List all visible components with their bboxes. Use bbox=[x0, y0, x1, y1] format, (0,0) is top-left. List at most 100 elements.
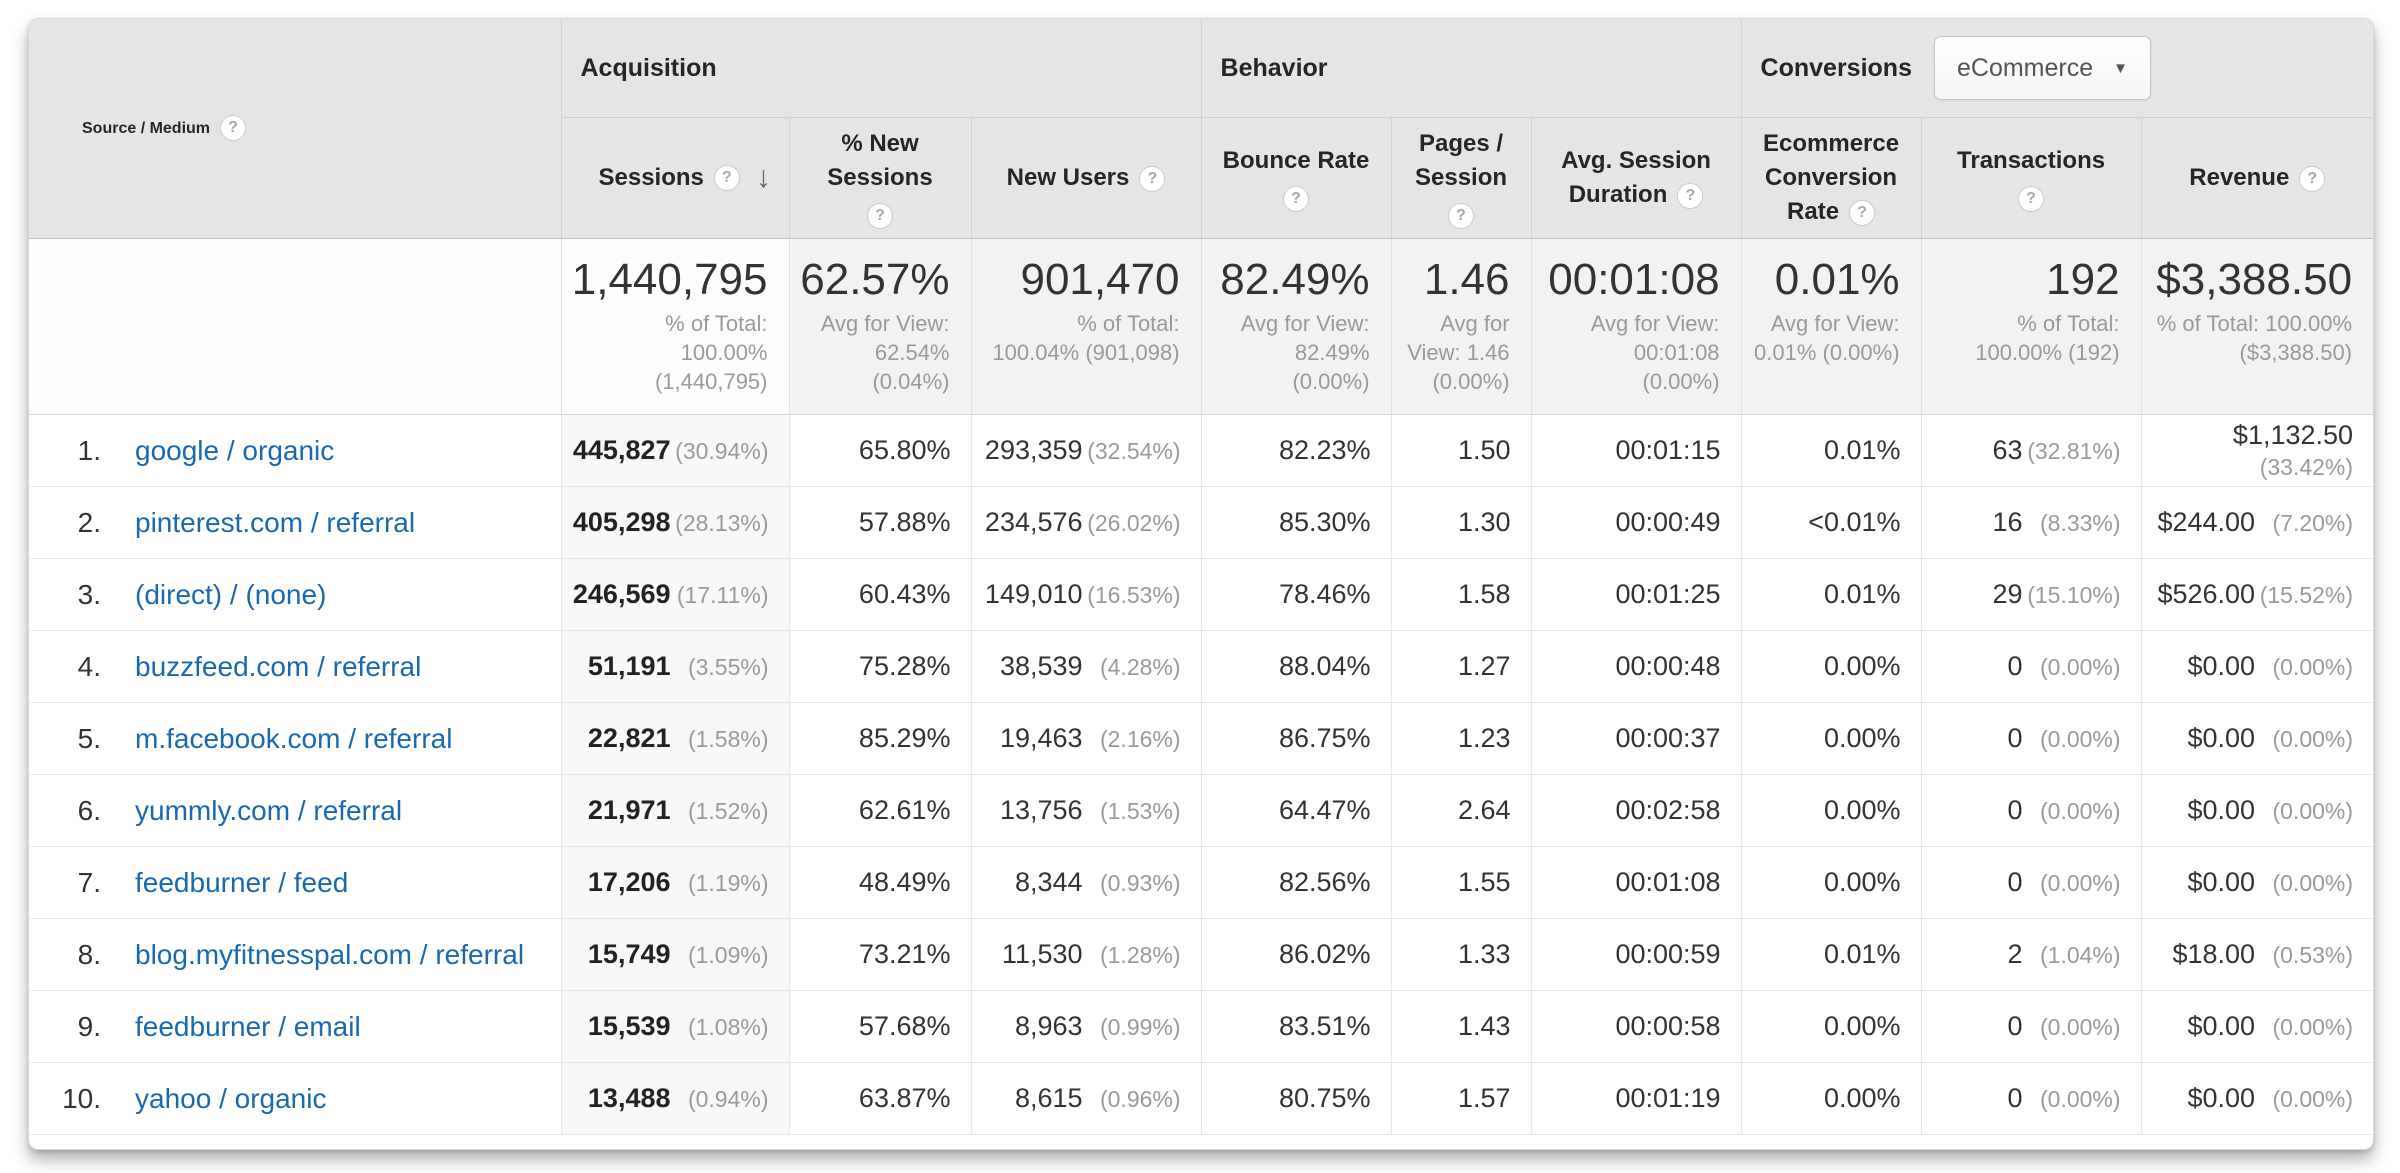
new-users-cell: 8,963 (0.99%) bbox=[971, 990, 1202, 1063]
acquisition-label: Acquisition bbox=[580, 53, 717, 82]
source-medium-link[interactable]: yummly.com / referral bbox=[135, 794, 403, 826]
table-row: 3. (direct) / (none) 246,569 (17.11%) 60.4… bbox=[29, 558, 2373, 631]
source-medium-link[interactable]: m.facebook.com / referral bbox=[135, 722, 453, 754]
row-index: 6. bbox=[77, 794, 101, 826]
bounce-rate-value: 78.46% bbox=[1201, 558, 1392, 631]
col-header-new-users[interactable]: New Users? bbox=[971, 117, 1202, 239]
new-users-cell: 234,576 (26.02%) bbox=[971, 486, 1202, 559]
new-sessions-value: 63.87% bbox=[789, 1062, 972, 1135]
new-sessions-value: 48.49% bbox=[789, 846, 972, 919]
col-header-sessions[interactable]: Sessions? ↓ bbox=[561, 117, 790, 239]
avg-session-duration-value: 00:01:08 bbox=[1531, 846, 1742, 919]
sessions-pct: (28.13%) bbox=[675, 510, 769, 536]
new-users-value: 293,359 bbox=[984, 435, 1083, 465]
revenue-pct: (0.00%) bbox=[2272, 1086, 2354, 1112]
table-row: 2. pinterest.com / referral 405,298 (28.13… bbox=[29, 486, 2373, 559]
pages-session-value: 2.64 bbox=[1391, 774, 1532, 847]
help-icon[interactable]: ? bbox=[1139, 165, 1166, 192]
source-medium-link[interactable]: blog.myfitnesspal.com / referral bbox=[135, 938, 525, 970]
transactions-cell: 63 (32.81%) bbox=[1921, 414, 2142, 487]
new-users-cell: 8,344 (0.93%) bbox=[971, 846, 1202, 919]
sessions-pct: (1.08%) bbox=[687, 1014, 769, 1040]
revenue-pct: (0.53%) bbox=[2272, 942, 2354, 968]
help-icon[interactable]: ? bbox=[1677, 182, 1704, 209]
source-medium-link[interactable]: google / organic bbox=[135, 434, 335, 466]
help-icon[interactable]: ? bbox=[1849, 199, 1876, 226]
transactions-cell: 16 (8.33%) bbox=[1921, 486, 2142, 559]
totals-avg-session-duration: 00:01:08 Avg for View: 00:01:08 (0.00%) bbox=[1531, 238, 1742, 415]
col-header-avg-session-duration[interactable]: Avg. Session Duration? bbox=[1531, 117, 1742, 239]
transactions-cell: 2 (1.04%) bbox=[1921, 918, 2142, 991]
ecommerce-conversion-rate-value: 0.00% bbox=[1741, 630, 1922, 703]
ecommerce-conversion-rate-value: 0.00% bbox=[1741, 774, 1922, 847]
row-index: 1. bbox=[77, 434, 101, 466]
col-header-pages-session[interactable]: Pages / Session? bbox=[1391, 117, 1532, 239]
new-users-cell: 13,756 (1.53%) bbox=[971, 774, 1202, 847]
totals-bounce-rate: 82.49% Avg for View: 82.49% (0.00%) bbox=[1201, 238, 1392, 415]
transactions-value: 63 bbox=[1992, 435, 2023, 465]
totals-revenue: $3,388.50 % of Total: 100.00% ($3,388.50… bbox=[2141, 238, 2373, 415]
table-row: 9. feedburner / email 15,539 (1.08%) 57.68… bbox=[29, 990, 2373, 1063]
col-header-new-sessions[interactable]: % New Sessions? bbox=[789, 117, 972, 239]
conversions-goal-dropdown[interactable]: eCommerce ▼ bbox=[1933, 36, 2151, 100]
new-users-cell: 293,359 (32.54%) bbox=[971, 414, 1202, 487]
sessions-pct: (1.19%) bbox=[687, 870, 769, 896]
transactions-pct: (0.00%) bbox=[2040, 1086, 2121, 1112]
new-sessions-value: 85.29% bbox=[789, 702, 972, 775]
source-medium-link[interactable]: feedburner / email bbox=[135, 1010, 361, 1042]
bounce-rate-value: 86.75% bbox=[1201, 702, 1392, 775]
source-medium-link[interactable]: pinterest.com / referral bbox=[135, 506, 416, 538]
help-icon[interactable]: ? bbox=[220, 115, 247, 142]
col-header-ecommerce-conversion-rate[interactable]: Ecommerce Conversion Rate? bbox=[1741, 117, 1922, 239]
new-users-value: 38,539 bbox=[999, 651, 1083, 681]
help-icon[interactable]: ? bbox=[1448, 203, 1475, 229]
pages-session-value: 1.33 bbox=[1391, 918, 1532, 991]
new-users-cell: 38,539 (4.28%) bbox=[971, 630, 1202, 703]
revenue-value: $244.00 bbox=[2157, 507, 2256, 537]
pages-session-value: 1.27 bbox=[1391, 630, 1532, 703]
source-medium-link[interactable]: (direct) / (none) bbox=[135, 578, 327, 610]
sessions-pct: (1.58%) bbox=[687, 726, 769, 752]
col-header-revenue[interactable]: Revenue? bbox=[2141, 117, 2373, 239]
table-row: 6. yummly.com / referral 21,971 (1.52%) 62… bbox=[29, 774, 2373, 847]
revenue-cell: $0.00 (0.00%) bbox=[2141, 702, 2373, 775]
help-icon[interactable]: ? bbox=[1283, 186, 1310, 212]
source-medium-link[interactable]: buzzfeed.com / referral bbox=[135, 650, 422, 682]
revenue-value: $0.00 bbox=[2187, 1083, 2256, 1113]
row-index: 7. bbox=[77, 866, 101, 898]
new-users-pct: (0.99%) bbox=[1099, 1014, 1181, 1040]
revenue-cell: $0.00 (0.00%) bbox=[2141, 990, 2373, 1063]
revenue-pct: (33.42%) bbox=[2259, 453, 2354, 480]
sessions-value: 13,488 bbox=[587, 1083, 671, 1113]
avg-session-duration-value: 00:01:19 bbox=[1531, 1062, 1742, 1135]
revenue-pct: (0.00%) bbox=[2272, 798, 2354, 824]
sessions-value: 246,569 bbox=[572, 579, 671, 609]
source-medium-link[interactable]: yahoo / organic bbox=[135, 1082, 327, 1114]
row-index: 3. bbox=[77, 578, 101, 610]
sessions-pct: (30.94%) bbox=[675, 438, 769, 464]
sessions-value: 22,821 bbox=[587, 723, 671, 753]
help-icon[interactable]: ? bbox=[713, 165, 740, 192]
col-header-bounce-rate[interactable]: Bounce Rate? bbox=[1201, 117, 1392, 239]
ecommerce-conversion-rate-value: 0.00% bbox=[1741, 702, 1922, 775]
sessions-cell: 15,539 (1.08%) bbox=[561, 990, 790, 1063]
revenue-value: $18.00 bbox=[2172, 939, 2256, 969]
sessions-pct: (17.11%) bbox=[676, 582, 769, 608]
bounce-rate-value: 80.75% bbox=[1201, 1062, 1392, 1135]
sessions-cell: 405,298 (28.13%) bbox=[561, 486, 790, 559]
help-icon[interactable]: ? bbox=[2018, 186, 2045, 212]
new-users-pct: (1.28%) bbox=[1099, 942, 1181, 968]
help-icon[interactable]: ? bbox=[2299, 165, 2326, 192]
revenue-pct: (0.00%) bbox=[2272, 654, 2354, 680]
sessions-cell: 445,827 (30.94%) bbox=[561, 414, 790, 487]
new-users-pct: (16.53%) bbox=[1087, 582, 1181, 608]
totals-empty-cell bbox=[29, 238, 562, 415]
source-medium-link[interactable]: feedburner / feed bbox=[135, 866, 349, 898]
avg-session-duration-value: 00:02:58 bbox=[1531, 774, 1742, 847]
transactions-cell: 0 (0.00%) bbox=[1921, 1062, 2142, 1135]
sort-descending-icon: ↓ bbox=[755, 161, 771, 195]
revenue-value: $0.00 bbox=[2187, 723, 2256, 753]
revenue-pct: (0.00%) bbox=[2272, 870, 2354, 896]
help-icon[interactable]: ? bbox=[867, 203, 893, 229]
col-header-transactions[interactable]: Transactions? bbox=[1921, 117, 2142, 239]
